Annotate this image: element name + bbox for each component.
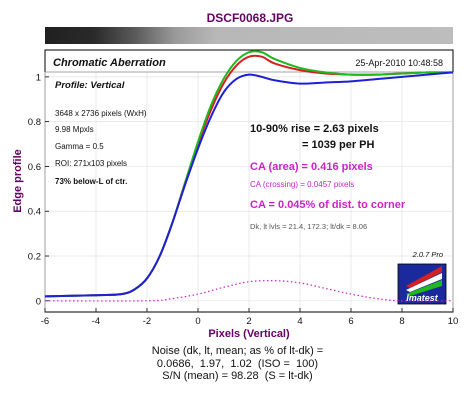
y-tick-label: 0: [36, 296, 41, 307]
x-tick-label: -6: [41, 316, 49, 327]
y-tick-label: 0.8: [28, 117, 41, 128]
panel-timestamp: 25-Apr-2010 10:48:58: [355, 58, 443, 68]
info-line-4: ROI: 271x103 pixels: [55, 159, 127, 168]
x-tick-label: 0: [195, 316, 200, 327]
levels-note: Dk, lt lvls = 21.4, 172.3; lt/dk = 8.06: [250, 222, 367, 231]
y-axis-label: Edge profile: [12, 149, 24, 213]
x-tick-label: 10: [448, 316, 459, 327]
x-axis-label: Pixels (Vertical): [208, 328, 290, 340]
info-line-1: 3648 x 2736 pixels (WxH): [55, 109, 147, 118]
x-tick-label: 2: [246, 316, 251, 327]
imatest-logo: Imatest: [397, 263, 447, 305]
y-tick-label: 0.6: [28, 162, 41, 173]
info-line-3: Gamma = 0.5: [55, 142, 104, 151]
x-tick-label: 8: [399, 316, 404, 327]
logo-text: Imatest: [406, 293, 439, 303]
rise-line-1: 10-90% rise = 2.63 pixels: [250, 123, 379, 135]
series-layer: [44, 50, 454, 302]
y-tick-label: 0.2: [28, 252, 41, 263]
series-line-blue: [44, 71, 454, 298]
x-tick-label: 6: [348, 316, 353, 327]
chart-title: DSCF0068.JPG: [207, 11, 294, 25]
version-label: 2.0.7 Pro: [412, 250, 443, 259]
edge-image-strip: [45, 27, 453, 44]
ca-area: CA (area) = 0.416 pixels: [250, 161, 373, 173]
noise-line-1: Noise (dk, lt, mean; as % of lt-dk) =: [151, 345, 324, 357]
noise-line-2: 0.0686, 1.97, 1.02 (ISO = 100): [156, 357, 319, 370]
below-note: 73% below-L of ctr.: [55, 177, 127, 186]
y-tick-label: 0.4: [28, 207, 41, 218]
axis-ticks: -6 -4 -2 0 2 4 6 8 10 0 0.2 0.4 0.6 0.8 1: [28, 72, 459, 327]
y-tick-label: 1: [36, 72, 41, 83]
grid-lines: [44, 72, 454, 312]
panel-title: Chromatic Aberration: [53, 57, 166, 69]
x-tick-label: -4: [92, 316, 100, 327]
noise-summary: Noise (dk, lt, mean; as % of lt-dk) = 0.…: [0, 345, 475, 383]
ca-crossing: CA (crossing) = 0.0457 pixels: [250, 180, 354, 189]
rise-line-2: = 1039 per PH: [302, 139, 375, 151]
series-line-ca-difference: [44, 279, 454, 302]
x-tick-label: 4: [297, 316, 302, 327]
ca-corner: CA = 0.045% of dist. to corner: [250, 199, 406, 211]
profile-label: Profile: Vertical: [55, 80, 125, 91]
noise-line-3: S/N (mean) = 98.28 (S = lt-dk): [162, 370, 313, 382]
x-tick-label: -2: [143, 316, 151, 327]
info-line-2: 9.98 Mpxls: [55, 125, 94, 134]
